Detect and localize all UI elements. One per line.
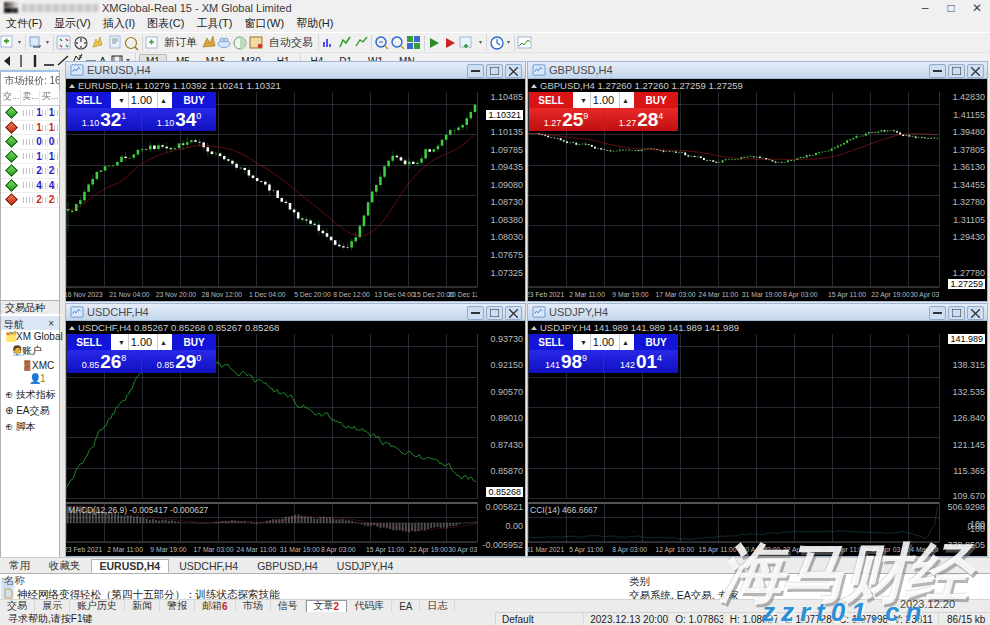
svg-text:F: F (79, 54, 82, 60)
